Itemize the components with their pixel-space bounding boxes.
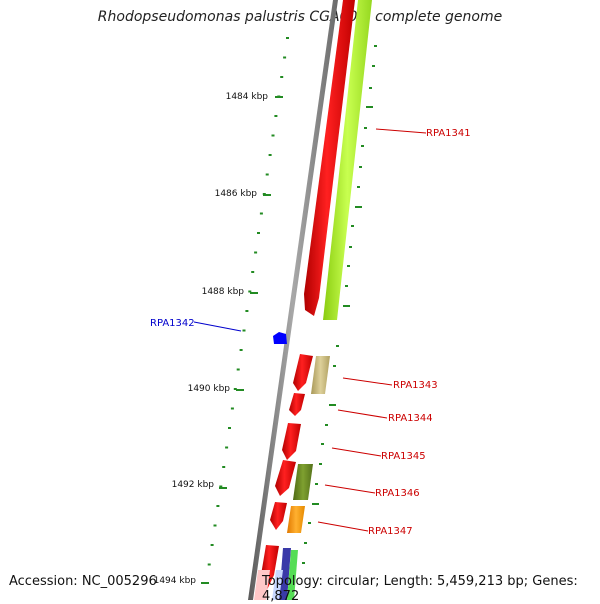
- ruler-dot: [242, 329, 246, 332]
- ruler-dot: [230, 407, 234, 410]
- track-dot: [302, 562, 305, 564]
- gene-rpa1347-feature: [270, 502, 287, 530]
- leader-line: [317, 521, 369, 532]
- track-dot: [355, 206, 362, 208]
- ruler-dot: [219, 485, 223, 488]
- track-dot: [369, 87, 372, 89]
- track-dot: [347, 265, 350, 267]
- gene-label-rpa1343[interactable]: RPA1343: [393, 380, 438, 391]
- track-dot: [321, 443, 324, 445]
- purple-feature: [279, 548, 291, 600]
- gene-labels: RPA1341 RPA1342 RPA1343 RPA1344 RPA1345 …: [150, 128, 471, 537]
- gene-label-rpa1346[interactable]: RPA1346: [375, 488, 420, 499]
- track-dot: [325, 424, 328, 426]
- label-leader-lines: [193, 128, 427, 532]
- track-dot: [308, 522, 311, 524]
- gene-label-rpa1342[interactable]: RPA1342: [150, 318, 195, 329]
- track-dot: [319, 463, 322, 465]
- accession-text: Accession: NC_005296: [9, 574, 157, 589]
- track-dot: [329, 404, 336, 406]
- right-track-ticks: [302, 45, 377, 564]
- track-dot: [364, 127, 367, 129]
- map-title: Rhodopseudomonas palustris CGA009, compl…: [97, 9, 503, 25]
- ruler-label: 1484 kbp: [226, 92, 269, 102]
- green-feature: [287, 550, 298, 600]
- ruler-dot: [283, 56, 287, 59]
- ruler-dot: [280, 76, 284, 78]
- ruler-dot: [236, 368, 240, 371]
- ruler-major-ticks: [201, 96, 283, 584]
- track-dot: [374, 45, 377, 47]
- ruler-dot: [251, 271, 255, 273]
- track-dot: [366, 106, 373, 108]
- ruler-dot: [248, 290, 252, 293]
- ruler-label: 1486 kbp: [215, 189, 258, 199]
- ruler-dot: [222, 466, 226, 468]
- genome-backbone: [248, 0, 338, 600]
- ruler-label: 1492 kbp: [172, 480, 215, 490]
- forward-cds-track: [261, 0, 355, 590]
- gene-rpa1346-feature: [275, 460, 296, 496]
- ruler-dot: [259, 212, 263, 215]
- ruler-dot: [274, 115, 278, 117]
- leader-line: [324, 484, 376, 494]
- track-dot: [349, 246, 352, 248]
- leader-line: [193, 321, 242, 332]
- khaki-feature: [311, 356, 330, 394]
- gene-label-rpa1344[interactable]: RPA1344: [388, 413, 433, 424]
- gene-rpa1342-feature: [273, 332, 287, 344]
- track-dot: [359, 166, 362, 168]
- track-dot: [351, 225, 354, 227]
- ruler-dot: [210, 544, 214, 546]
- track-dot: [333, 365, 336, 367]
- track-dot: [343, 305, 350, 307]
- lime-feature: [323, 0, 372, 320]
- leader-line: [342, 377, 393, 386]
- gene-rpa1343-feature: [293, 354, 313, 391]
- track-dot: [336, 345, 339, 347]
- ruler-dot: [228, 427, 231, 429]
- gene-label-rpa1347[interactable]: RPA1347: [368, 526, 413, 537]
- gene-label-rpa1341[interactable]: RPA1341: [426, 128, 471, 139]
- lightblue-feature: [272, 570, 283, 600]
- track-dot: [345, 285, 348, 287]
- ruler-labels: 1484 kbp 1486 kbp 1488 kbp 1490 kbp 1492…: [154, 92, 269, 586]
- ruler-dot: [225, 446, 229, 449]
- ruler-dot: [271, 134, 275, 137]
- ruler-dot: [286, 37, 289, 39]
- ruler-dot: [268, 154, 272, 156]
- pink-feature: [254, 570, 270, 600]
- ruler-label: 1490 kbp: [188, 384, 231, 394]
- ruler-dot: [239, 349, 243, 351]
- track-dot: [357, 186, 360, 188]
- ruler-dot: [265, 173, 269, 176]
- gene-rpa1345-feature: [282, 423, 301, 460]
- ruler-dot: [216, 505, 220, 507]
- colored-feature-track: [254, 0, 372, 600]
- track-dot: [304, 542, 307, 544]
- gene-rpa1341-feature: [304, 0, 355, 316]
- orange-feature: [287, 506, 305, 533]
- ruler-dot: [257, 232, 260, 234]
- ruler-dot: [213, 524, 217, 527]
- leader-line: [331, 447, 382, 457]
- gene-rpa1344-feature: [289, 393, 305, 416]
- ruler-dot: [254, 251, 258, 254]
- track-dot: [361, 145, 364, 147]
- ruler-label: 1494 kbp: [154, 576, 197, 586]
- track-dot: [312, 503, 319, 505]
- gene-label-rpa1345[interactable]: RPA1345: [381, 451, 426, 462]
- ruler-dot: [245, 310, 249, 312]
- olive-feature: [293, 464, 313, 500]
- ruler-label: 1488 kbp: [202, 287, 245, 297]
- leader-line: [375, 128, 427, 134]
- ruler-dot: [207, 563, 211, 566]
- leader-line: [337, 409, 388, 419]
- track-dot: [315, 483, 318, 485]
- track-dot: [372, 65, 375, 67]
- ruler-dot: [233, 388, 237, 390]
